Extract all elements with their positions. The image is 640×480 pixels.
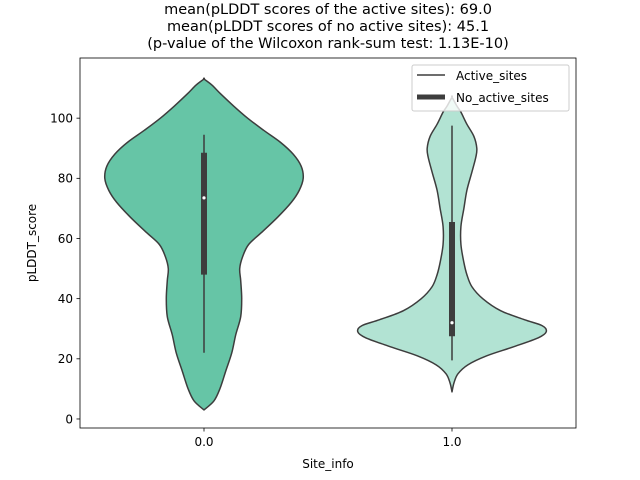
y-tick-label-60: 60 bbox=[58, 232, 73, 246]
violins bbox=[103, 77, 548, 411]
y-tick-label-80: 80 bbox=[58, 172, 73, 186]
chart-title-line-3: (p-value of the Wilcoxon rank-sum test: … bbox=[147, 36, 508, 52]
y-tick-label-40: 40 bbox=[58, 292, 73, 306]
x-axis-ticks: 0.0 1.0 bbox=[194, 428, 462, 449]
x-axis-label: Site_info bbox=[302, 457, 354, 471]
violin-median-1.0 bbox=[450, 321, 454, 325]
x-tick-label-1: 1.0 bbox=[442, 435, 461, 449]
y-tick-label-100: 100 bbox=[50, 111, 73, 125]
legend-box bbox=[411, 64, 570, 112]
y-tick-label-20: 20 bbox=[58, 352, 73, 366]
chart-title-line-1: mean(pLDDT scores of the active sites): … bbox=[164, 2, 492, 18]
plot-frame bbox=[79, 57, 577, 429]
y-axis-label: pLDDT_score bbox=[25, 204, 39, 282]
legend-label-no-active-sites: No_active_sites bbox=[456, 91, 549, 105]
x-tick-label-0: 0.0 bbox=[194, 435, 213, 449]
y-tick-label-0: 0 bbox=[65, 412, 73, 426]
violin-median-0.0 bbox=[202, 196, 206, 200]
chart-title-line-2: mean(pLDDT scores of no active sites): 4… bbox=[167, 19, 489, 35]
legend: Active_sites No_active_sites bbox=[411, 64, 570, 112]
legend-label-active-sites: Active_sites bbox=[456, 69, 527, 83]
y-axis-ticks: 0 20 40 60 80 100 bbox=[50, 111, 80, 426]
